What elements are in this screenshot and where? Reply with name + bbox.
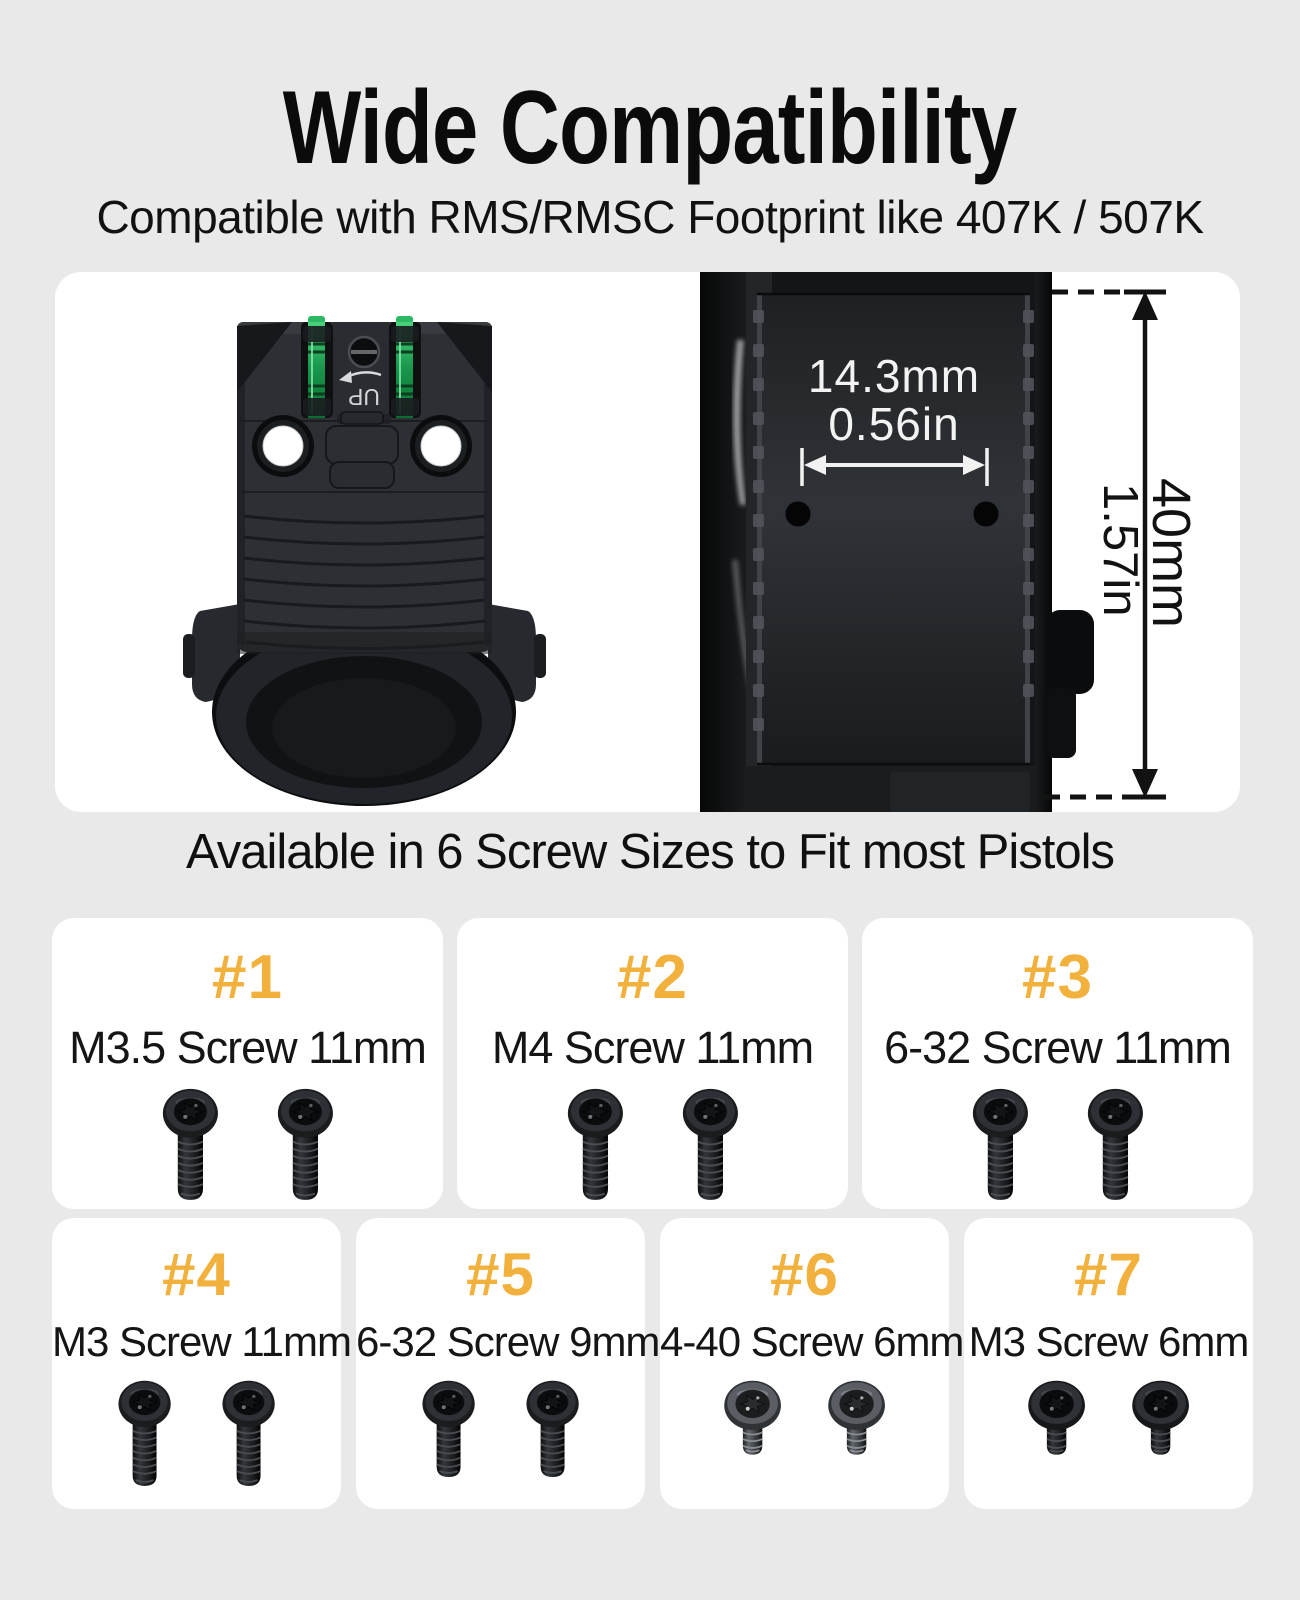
screw-pair <box>660 1377 949 1489</box>
screw-icon <box>1080 1085 1151 1203</box>
red-dot-sight-photo: UP <box>183 316 546 806</box>
screw-pair <box>964 1377 1253 1489</box>
screw-card-3: #3 6-32 Screw 11mm <box>862 918 1253 1209</box>
width-mm-label: 14.3mm <box>808 350 980 402</box>
screw-icon <box>560 1085 631 1203</box>
screw-card-1: #1 M3.5 Screw 11mm <box>52 918 443 1209</box>
screw-card-number: #7 <box>1074 1241 1143 1308</box>
up-marking: UP <box>348 384 380 410</box>
screw-card-number: #6 <box>770 1241 839 1308</box>
page-subtitle: Compatible with RMS/RMSC Footprint like … <box>96 191 1204 243</box>
screw-pair <box>52 1377 341 1489</box>
screw-sizes-heading: Available in 6 Screw Sizes to Fit most P… <box>185 825 1115 879</box>
screw-icon <box>965 1085 1036 1203</box>
screw-icon <box>519 1377 586 1489</box>
screw-card-number: #3 <box>1022 943 1093 1012</box>
page-title: Wide Compatibility <box>0 70 1300 186</box>
screw-icon <box>1127 1377 1194 1489</box>
screw-card-number: #1 <box>212 943 283 1012</box>
screw-icon <box>719 1377 786 1489</box>
screw-card-number: #5 <box>466 1241 535 1308</box>
screw-card-label: 6-32 Screw 11mm <box>884 1022 1232 1073</box>
screw-icon <box>823 1377 890 1489</box>
screw-card-6: #6 4-40 Screw 6mm <box>660 1218 964 1509</box>
screw-card-2: #2 M4 Screw 11mm <box>457 918 848 1209</box>
height-mm-label: 40mm <box>1141 478 1201 628</box>
slide-screw-hole-right <box>970 498 1002 530</box>
screw-card-label: 6-32 Screw 9mm <box>356 1318 660 1365</box>
screw-pair <box>356 1377 645 1489</box>
screw-icon <box>215 1377 282 1489</box>
height-in-label: 1.57in <box>1093 483 1147 617</box>
mounting-holes <box>252 415 472 477</box>
screw-pair <box>457 1085 848 1203</box>
width-dimension: 14.3mm 0.56in <box>800 350 989 486</box>
screw-card-label: M4 Screw 11mm <box>491 1022 814 1073</box>
compatibility-illustration: UP <box>183 272 1201 812</box>
screw-icon <box>155 1085 226 1203</box>
screw-card-label: M3.5 Screw 11mm <box>69 1022 427 1073</box>
page-title-text: Wide Compatibility <box>283 70 1017 186</box>
screw-card-5: #5 6-32 Screw 9mm <box>356 1218 660 1509</box>
screw-icon <box>270 1085 341 1203</box>
screw-icon <box>675 1085 746 1203</box>
screw-icon <box>111 1377 178 1489</box>
height-dimension: 40mm 1.57in <box>1044 289 1201 800</box>
width-in-label: 0.56in <box>828 398 959 450</box>
screw-icon <box>1023 1377 1090 1489</box>
screw-card-label: M3 Screw 11mm <box>52 1318 352 1365</box>
screw-card-number: #4 <box>162 1241 231 1308</box>
pistol-slide-photo: 14.3mm 0.56in <box>700 272 1094 812</box>
rear-sight-bump <box>1046 610 1094 694</box>
compatibility-photo-panel: UP <box>55 272 1240 812</box>
screw-card-7: #7 M3 Screw 6mm <box>964 1218 1253 1509</box>
screw-pair <box>862 1085 1253 1203</box>
slide-serration-notches <box>753 310 1034 731</box>
screw-card-number: #2 <box>617 943 688 1012</box>
screw-pair <box>52 1085 443 1203</box>
screw-icon <box>415 1377 482 1489</box>
screw-card-4: #4 M3 Screw 11mm <box>52 1218 352 1509</box>
screw-card-label: M3 Screw 6mm <box>968 1318 1250 1365</box>
slide-screw-hole-left <box>782 498 814 530</box>
screw-card-label: 4-40 Screw 6mm <box>660 1318 964 1365</box>
